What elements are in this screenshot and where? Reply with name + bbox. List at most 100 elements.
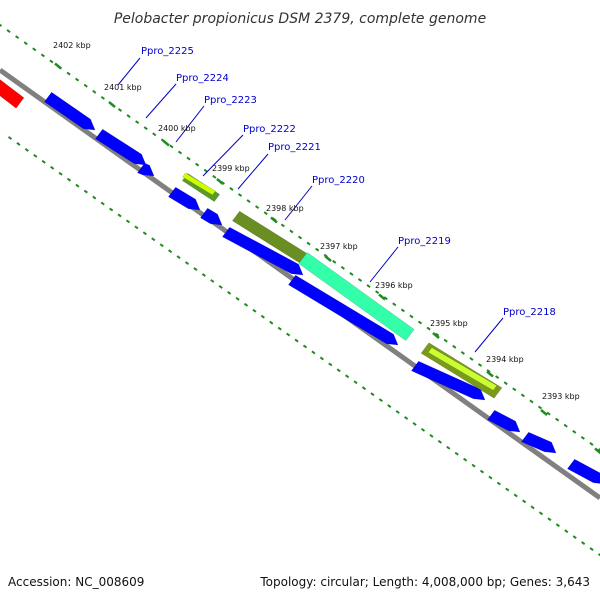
tick-dot <box>404 416 409 420</box>
tick-dot <box>100 201 105 206</box>
tick-dot <box>229 187 234 191</box>
tick-dot <box>126 114 131 118</box>
tick-dot <box>280 223 285 228</box>
tick-dot <box>117 108 123 112</box>
tick-dot <box>169 144 174 149</box>
tick-dot <box>479 469 485 474</box>
cds-feature <box>411 360 486 401</box>
tick-dot <box>306 241 311 246</box>
tick-dot <box>409 314 414 319</box>
gene-labels[interactable]: Ppro_2225 Ppro_2224 Ppro_2223 Ppro_2222 … <box>141 46 556 318</box>
tick-dot <box>564 529 569 534</box>
kbp-label: 2401 kbp <box>104 83 142 92</box>
cds-feature <box>487 409 521 433</box>
tick-dot <box>125 219 131 224</box>
tick-dot <box>469 357 474 361</box>
annotation-bar <box>427 347 498 391</box>
tick-dot <box>375 290 380 295</box>
tick-dot <box>143 126 148 131</box>
tick-dot <box>420 427 426 432</box>
tick-dot <box>186 156 191 161</box>
tick-dot <box>437 439 442 444</box>
tick-dot <box>263 211 268 216</box>
leader-line <box>117 57 141 86</box>
gene-label-ppro-2223[interactable]: Ppro_2223 <box>204 95 257 106</box>
tick-dot <box>227 290 232 295</box>
tick-dot <box>269 320 274 325</box>
tick-dot <box>319 356 324 361</box>
tick-mark <box>432 332 440 339</box>
gene-label-ppro-2224[interactable]: Ppro_2224 <box>176 73 229 84</box>
tick-dot <box>383 296 388 301</box>
tick-mark <box>324 255 332 262</box>
kbp-label: 2394 kbp <box>486 355 524 364</box>
tick-dot <box>589 442 594 446</box>
tick-dot <box>477 363 483 367</box>
tick-dot <box>563 423 568 428</box>
tick-dot <box>370 392 375 397</box>
kbp-label: 2402 kbp <box>53 41 91 50</box>
tick-dot <box>277 326 282 331</box>
tick-mark <box>108 101 116 108</box>
kbp-label: 2400 kbp <box>158 124 196 133</box>
tick-dot <box>503 381 508 386</box>
tick-dot <box>117 213 122 218</box>
tick-dot <box>486 369 491 373</box>
gene-label-ppro-2220[interactable]: Ppro_2220 <box>312 175 365 186</box>
leader-line <box>369 246 399 283</box>
leader-line <box>175 105 205 143</box>
cds-feature <box>288 274 399 346</box>
label-leader-lines <box>117 57 504 353</box>
tick-dot <box>378 398 383 403</box>
tick-mark <box>162 139 170 147</box>
tick-dot-rows <box>0 23 600 557</box>
map-title: Pelobacter propionicus DSM 2379, complet… <box>114 11 486 27</box>
tick-dot <box>100 95 105 100</box>
tick-dot <box>513 493 518 498</box>
tick-dot <box>349 272 354 276</box>
tick-dot <box>33 153 38 158</box>
tick-dot <box>572 429 577 434</box>
tick-dot <box>32 47 37 52</box>
tick-dot <box>41 159 46 164</box>
kbp-label: 2393 kbp <box>542 392 580 401</box>
gene-label-ppro-2225[interactable]: Ppro_2225 <box>141 46 194 57</box>
tick-dot <box>353 380 358 385</box>
kbp-label: 2399 kbp <box>212 164 250 173</box>
gene-label-ppro-2218[interactable]: Ppro_2218 <box>503 307 556 318</box>
gene-label-ppro-2221[interactable]: Ppro_2221 <box>268 142 321 153</box>
tick-dot <box>589 547 594 551</box>
tick-dot <box>92 89 97 94</box>
cds-feature <box>567 458 600 484</box>
tick-mark <box>378 293 386 301</box>
tick-dot <box>255 205 260 210</box>
tick-dot <box>495 375 500 380</box>
tick-dot <box>332 259 337 264</box>
tick-dot <box>83 83 88 88</box>
tick-dot <box>357 278 363 282</box>
tick-dot <box>66 177 72 182</box>
tick-dot <box>75 77 80 82</box>
tick-dot <box>395 410 400 414</box>
tick-dot <box>142 231 147 236</box>
gene-label-ppro-2222[interactable]: Ppro_2222 <box>243 124 296 135</box>
tick-dot <box>6 29 11 33</box>
tick-dot <box>302 344 308 349</box>
leader-line <box>284 185 313 221</box>
tick-dot <box>135 120 140 125</box>
tick-dot <box>177 150 183 155</box>
tick-dot <box>361 386 367 391</box>
cds-feature <box>168 186 201 211</box>
tick-dot <box>218 285 223 289</box>
tick-dot <box>555 417 560 422</box>
gene-label-ppro-2219[interactable]: Ppro_2219 <box>398 236 451 247</box>
kbp-label: 2395 kbp <box>430 319 468 328</box>
tick-dot <box>297 235 303 240</box>
tick-dot <box>151 237 156 242</box>
tick-dot <box>392 302 397 307</box>
tick-dot <box>134 225 139 230</box>
tick-dot <box>252 308 257 313</box>
tick-dot <box>176 255 181 260</box>
